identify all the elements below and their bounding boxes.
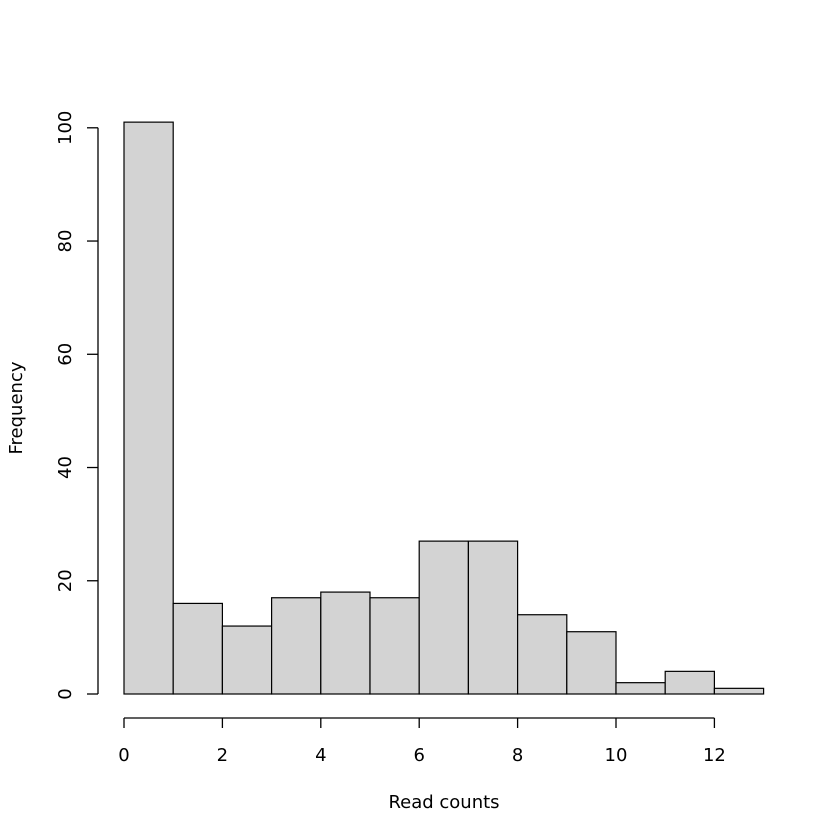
- histogram-bar-12: [713, 687, 765, 695]
- x-axis-title: Read counts: [388, 792, 499, 813]
- x-tick-label: 8: [512, 745, 523, 766]
- x-tick-label: 2: [217, 745, 228, 766]
- histogram-bar-0: [123, 121, 174, 695]
- y-tick-label: 0: [55, 688, 76, 699]
- y-tick-label: 100: [55, 111, 76, 145]
- histogram-bar-4: [320, 591, 371, 695]
- histogram-bar-8: [516, 614, 568, 695]
- bars-group: [123, 121, 765, 695]
- x-tick-label: 10: [605, 745, 628, 766]
- y-tick-label: 40: [55, 456, 76, 479]
- x-axis: 0 2 4 6 8 10 12: [118, 717, 726, 766]
- y-axis-title: Frequency: [6, 361, 27, 454]
- y-axis: 0 20 40 60 80 100: [55, 111, 99, 700]
- histogram-bar-1: [172, 602, 223, 695]
- histogram-bar-2: [221, 625, 273, 695]
- histogram-bar-10: [615, 682, 666, 695]
- histogram-bar-3: [271, 597, 322, 695]
- y-tick-label: 60: [55, 343, 76, 366]
- histogram-bar-9: [566, 631, 617, 695]
- x-tick-label: 4: [315, 745, 326, 766]
- y-tick-label: 20: [55, 569, 76, 592]
- x-tick-label: 12: [703, 745, 726, 766]
- histogram-bar-11: [664, 670, 716, 695]
- x-tick-label: 0: [118, 745, 129, 766]
- histogram-bar-7: [467, 540, 519, 695]
- y-tick-label: 80: [55, 230, 76, 253]
- x-tick-label: 6: [413, 745, 424, 766]
- histogram-bar-6: [418, 540, 470, 695]
- histogram-bar-5: [369, 597, 420, 695]
